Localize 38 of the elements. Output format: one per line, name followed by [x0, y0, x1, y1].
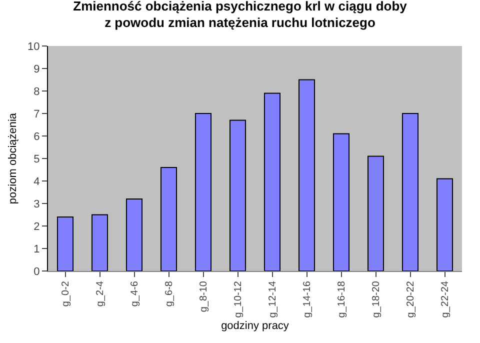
x-tick-label: g_0-2	[60, 280, 72, 307]
y-tick-label: 3	[34, 198, 40, 210]
y-tick-label: 8	[34, 86, 40, 98]
y-tick-label: 1	[34, 243, 40, 256]
bar	[160, 167, 178, 271]
bar	[126, 198, 143, 271]
bar	[229, 120, 246, 271]
x-tick-label: g_4-6	[130, 280, 140, 307]
x-tick-label: g_2-4	[95, 280, 106, 307]
y-tick-label: 2	[34, 220, 40, 233]
x-axis-title: godziny pracy	[221, 320, 290, 332]
y-tick-label: 4	[34, 176, 40, 188]
bar	[436, 178, 454, 271]
y-tick-label: 10	[28, 40, 40, 53]
y-tick-label: 0	[34, 266, 40, 278]
x-tick-label: g_14-16	[302, 280, 313, 318]
y-tick-label: 5	[34, 153, 40, 166]
y-tick-label: 9	[34, 63, 40, 76]
y-tick-label: 6	[34, 130, 40, 143]
bar	[402, 113, 419, 271]
y-axis-title: poziom obciążenia	[7, 112, 19, 204]
x-tick-label: g_22-24	[440, 280, 451, 318]
x-tick-label: g_16-18	[336, 280, 348, 318]
bar	[91, 214, 108, 271]
bar	[367, 156, 384, 271]
x-tick-label: g_6-8	[164, 280, 175, 307]
bar	[332, 133, 350, 271]
x-tick-label: g_8-10	[198, 280, 210, 312]
x-tick-label: g_10-12	[233, 280, 244, 318]
bar	[298, 79, 316, 271]
bar	[194, 113, 212, 271]
y-tick-label: 7	[34, 108, 40, 120]
x-tick-label: g_20-22	[406, 280, 416, 318]
x-tick-label: g_18-20	[371, 280, 382, 318]
chart-title: Zmienność obciążenia psychicznego krl w ciągu doby z powodu zmian natężenia ruchu lotniczego	[73, 0, 408, 30]
x-tick-label: g_12-14	[268, 280, 278, 318]
bar	[264, 92, 281, 271]
bar	[56, 216, 74, 271]
